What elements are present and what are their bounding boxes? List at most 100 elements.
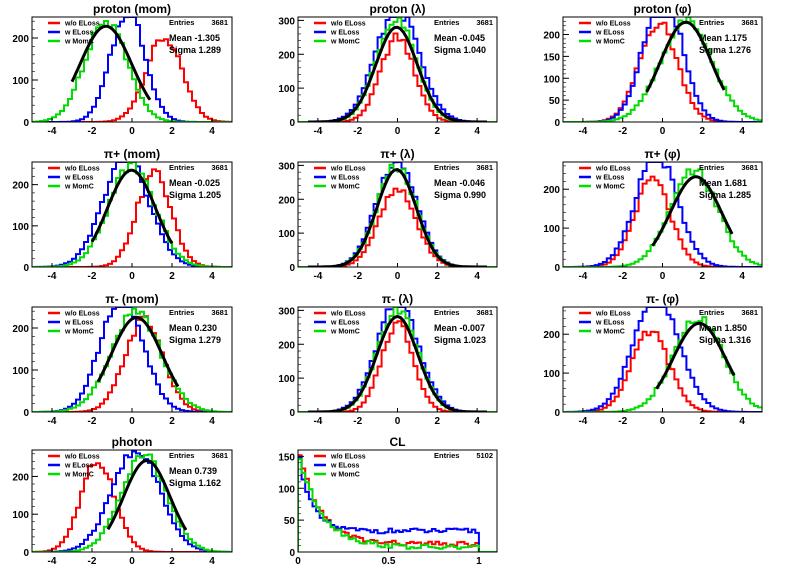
- mean-value: Mean 1.175: [699, 33, 747, 43]
- plot-area: [298, 454, 497, 552]
- x-tick-label: 0.5: [382, 556, 396, 567]
- legend-entry: w/o ELoss: [64, 21, 100, 28]
- histogram-series-w-eloss: [563, 162, 762, 267]
- x-tick-label: 2: [435, 271, 441, 282]
- y-tick-label: 100: [278, 484, 295, 495]
- y-tick-label: 100: [278, 84, 295, 95]
- panel-title: proton (φ): [634, 2, 692, 16]
- histogram-series-w-eloss: [32, 307, 232, 412]
- panel-title: π- (φ): [646, 292, 679, 306]
- histogram-series-w-momc: [32, 453, 232, 552]
- x-tick-label: -2: [88, 271, 97, 282]
- x-tick-label: 1: [476, 556, 482, 567]
- x-tick-label: -2: [618, 126, 627, 137]
- stats-box: Entries 3681 Mean -0.046 Sigma 0.990: [434, 163, 493, 200]
- entries-value: 3681: [476, 163, 493, 172]
- legend: w/o ELoss w ELoss w MomC: [48, 454, 100, 479]
- legend-entry: w ELoss: [330, 320, 360, 327]
- x-tick-label: 2: [169, 556, 175, 567]
- legend-entry: w/o ELoss: [595, 166, 631, 173]
- panel-title: proton (λ): [370, 2, 426, 16]
- entries-value: 3681: [211, 18, 228, 27]
- y-tick-label: 300: [278, 16, 295, 27]
- stats-box: Entries 3681 Mean 0.230 Sigma 1.279: [169, 308, 228, 345]
- y-tick-label: 0: [23, 118, 29, 129]
- histogram-panel-proton-mom: proton (mom) -4 -2 0 2 4 0 100 200 w/o ELoss w ELo…: [12, 2, 233, 137]
- y-tick-label: 100: [543, 369, 560, 380]
- y-tick-label: 200: [12, 324, 29, 335]
- entries-label: Entries: [699, 163, 724, 172]
- legend: w/o ELoss w ELoss w MomC: [579, 166, 631, 191]
- legend-entry: w/o ELoss: [64, 454, 100, 461]
- legend-entry: w/o ELoss: [330, 166, 366, 173]
- x-tick-label: -2: [88, 416, 97, 427]
- legend-entry: w/o ELoss: [595, 311, 631, 318]
- legend: w/o ELoss w ELoss w MomC: [314, 454, 366, 479]
- legend-entry: w ELoss: [595, 175, 625, 182]
- x-tick-label: -4: [578, 416, 587, 427]
- x-tick-label: -4: [48, 556, 57, 567]
- sigma-value: Sigma 1.040: [434, 45, 486, 55]
- y-tick-label: 0: [289, 263, 295, 274]
- x-tick-label: -4: [48, 416, 57, 427]
- y-tick-label: 150: [543, 52, 560, 63]
- stats-box: Entries 3681 Mean -1.305 Sigma 1.289: [169, 18, 228, 55]
- histogram-panel-proton-lambda: proton (λ) -4 -2 0 2 4 0 100 200 300 w/o ELoss w EL…: [278, 2, 498, 137]
- histogram-panel-proton-phi: proton (φ) -4 -2 0 2 4 0 50 100 150 200 w/o ELoss w …: [543, 2, 763, 137]
- entries-value: 3681: [741, 163, 758, 172]
- y-tick-label: 100: [278, 374, 295, 385]
- y-tick-label: 0: [289, 548, 295, 559]
- entries-value: 3681: [211, 451, 228, 460]
- x-tick-label: 4: [209, 271, 215, 282]
- entries-label: Entries: [169, 18, 194, 27]
- entries-label: Entries: [434, 18, 459, 27]
- x-tick-label: 2: [700, 271, 706, 282]
- legend-entry: w ELoss: [330, 175, 360, 182]
- legend-entry: w MomC: [64, 329, 94, 336]
- legend-entry: w ELoss: [64, 463, 94, 470]
- x-tick-label: 0: [129, 271, 135, 282]
- x-tick-label: 0: [395, 271, 401, 282]
- gaussian-fit-curve: [106, 459, 188, 531]
- panel-title: π+ (λ): [380, 147, 414, 161]
- x-tick-label: -4: [313, 416, 322, 427]
- legend-entry: w/o ELoss: [64, 166, 100, 173]
- legend: w/o ELoss w ELoss w MomC: [579, 311, 631, 336]
- x-tick-label: 4: [209, 416, 215, 427]
- x-tick-label: 0: [395, 126, 401, 137]
- histogram-panel-piplus-phi: π+ (φ) -4 -2 0 2 4 0 100 200 w/o ELoss w ELoss w Mo…: [543, 147, 763, 282]
- sigma-value: Sigma 1.276: [699, 45, 751, 55]
- gaussian-fit-curve: [70, 24, 152, 101]
- stats-box: Entries 5102: [434, 451, 493, 460]
- x-tick-label: 2: [700, 416, 706, 427]
- y-tick-label: 0: [289, 118, 295, 129]
- y-tick-label: 200: [12, 181, 29, 192]
- legend-entry: w/o ELoss: [330, 454, 366, 461]
- y-tick-label: 0: [289, 408, 295, 419]
- y-tick-label: 0: [23, 548, 29, 559]
- y-tick-label: 0: [554, 118, 560, 129]
- legend-entry: w/o ELoss: [64, 311, 100, 318]
- x-tick-label: 2: [435, 416, 441, 427]
- y-tick-label: 100: [278, 229, 295, 240]
- x-tick-label: 2: [435, 126, 441, 137]
- entries-value: 3681: [476, 308, 493, 317]
- x-tick-label: 4: [474, 126, 480, 137]
- y-tick-label: 300: [278, 161, 295, 172]
- y-tick-label: 0: [554, 408, 560, 419]
- mean-value: Mean 1.850: [699, 323, 747, 333]
- y-tick-label: 200: [278, 340, 295, 351]
- x-tick-label: 4: [739, 126, 745, 137]
- legend-entry: w ELoss: [595, 30, 625, 37]
- x-tick-label: -2: [88, 556, 97, 567]
- y-tick-label: 100: [543, 74, 560, 85]
- mean-value: Mean 0.230: [169, 323, 217, 333]
- legend-entry: w ELoss: [64, 320, 94, 327]
- legend-entry: w MomC: [64, 39, 94, 46]
- legend-entry: w ELoss: [595, 320, 625, 327]
- panel-title: π- (λ): [382, 292, 413, 306]
- x-tick-label: -2: [353, 416, 362, 427]
- legend: w/o ELoss w ELoss w MomC: [48, 311, 100, 336]
- x-tick-label: 4: [739, 271, 745, 282]
